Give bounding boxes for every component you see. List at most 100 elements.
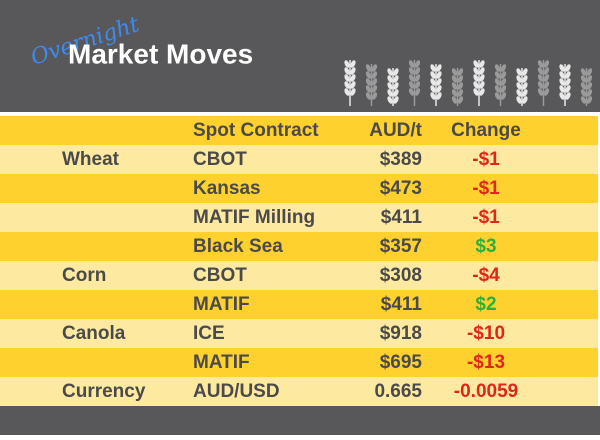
grain <box>457 68 464 76</box>
grain <box>494 85 501 93</box>
contract: CBOT <box>193 149 247 170</box>
price: $473 <box>380 178 422 199</box>
grain <box>371 71 378 79</box>
change: -$13 <box>467 352 505 373</box>
grain <box>500 64 507 72</box>
price: $308 <box>380 265 422 286</box>
grain <box>451 75 458 83</box>
grain <box>414 60 421 68</box>
grain <box>344 67 350 75</box>
grain <box>494 92 501 100</box>
grain <box>387 82 393 90</box>
footer-band <box>0 406 600 435</box>
change: -$10 <box>467 323 505 344</box>
price: $918 <box>380 323 422 344</box>
grain <box>559 64 565 72</box>
grain <box>371 92 378 100</box>
column-header: Spot Contract <box>193 120 319 141</box>
grain <box>408 67 415 75</box>
grain <box>565 78 571 86</box>
table-row <box>0 203 598 232</box>
grain <box>473 88 479 96</box>
contract: MATIF Milling <box>193 207 315 228</box>
grain <box>494 78 501 86</box>
grain <box>479 60 485 68</box>
grain <box>414 88 421 96</box>
change: -0.0059 <box>454 381 518 402</box>
commodity: Wheat <box>62 149 120 170</box>
grain <box>494 64 501 72</box>
grain <box>344 81 350 89</box>
grain <box>387 96 393 104</box>
grain <box>473 60 479 68</box>
grain <box>436 64 442 72</box>
grain <box>365 64 372 72</box>
grain <box>430 64 436 72</box>
grain <box>500 78 507 86</box>
grain <box>430 78 436 86</box>
grain <box>436 92 442 100</box>
grain <box>586 82 593 90</box>
grain <box>365 92 372 100</box>
grain <box>559 85 565 93</box>
grain <box>350 60 356 68</box>
grain <box>516 75 522 83</box>
grain <box>479 74 485 82</box>
grain <box>393 75 399 83</box>
grain <box>430 71 436 79</box>
grain <box>387 68 393 76</box>
change: $2 <box>475 294 496 315</box>
grain <box>451 96 458 104</box>
grain <box>543 74 550 82</box>
grain <box>479 88 485 96</box>
change: -$4 <box>472 265 500 286</box>
grain <box>393 96 399 104</box>
grain <box>559 78 565 86</box>
table-row <box>0 290 598 319</box>
grain <box>393 89 399 97</box>
grain <box>537 60 544 68</box>
grain <box>580 89 587 97</box>
table-body: Wheat CBOT $389 -$1 Kansas $473 -$1 MATIF Milli… <box>0 145 598 406</box>
table-row <box>0 145 598 174</box>
grain <box>344 74 350 82</box>
grain <box>350 74 356 82</box>
table-row <box>0 232 598 261</box>
price: $411 <box>381 207 423 228</box>
grain <box>344 88 350 96</box>
grain <box>365 71 372 79</box>
grain <box>350 81 356 89</box>
grain <box>365 78 372 86</box>
grain <box>344 60 350 68</box>
grain <box>522 89 528 97</box>
grain <box>494 71 501 79</box>
grain <box>500 92 507 100</box>
contract: Black Sea <box>193 236 283 257</box>
grain <box>500 71 507 79</box>
grain <box>586 96 593 104</box>
grain <box>565 64 571 72</box>
table-row <box>0 319 598 348</box>
grain <box>350 88 356 96</box>
grain <box>500 85 507 93</box>
grain <box>430 85 436 93</box>
grain <box>565 92 571 100</box>
grain <box>516 68 522 76</box>
grain <box>479 67 485 75</box>
grain <box>537 88 544 96</box>
grain <box>387 75 393 83</box>
grain <box>408 60 415 68</box>
title: Market Moves <box>68 38 253 69</box>
grain <box>457 89 464 97</box>
price: $357 <box>380 236 422 257</box>
grain <box>365 85 372 93</box>
grain <box>414 81 421 89</box>
contract: MATIF <box>193 294 250 315</box>
grain <box>516 96 522 104</box>
grain <box>387 89 393 97</box>
contract: CBOT <box>193 265 247 286</box>
grain <box>580 68 587 76</box>
grain <box>408 81 415 89</box>
grain <box>457 82 464 90</box>
